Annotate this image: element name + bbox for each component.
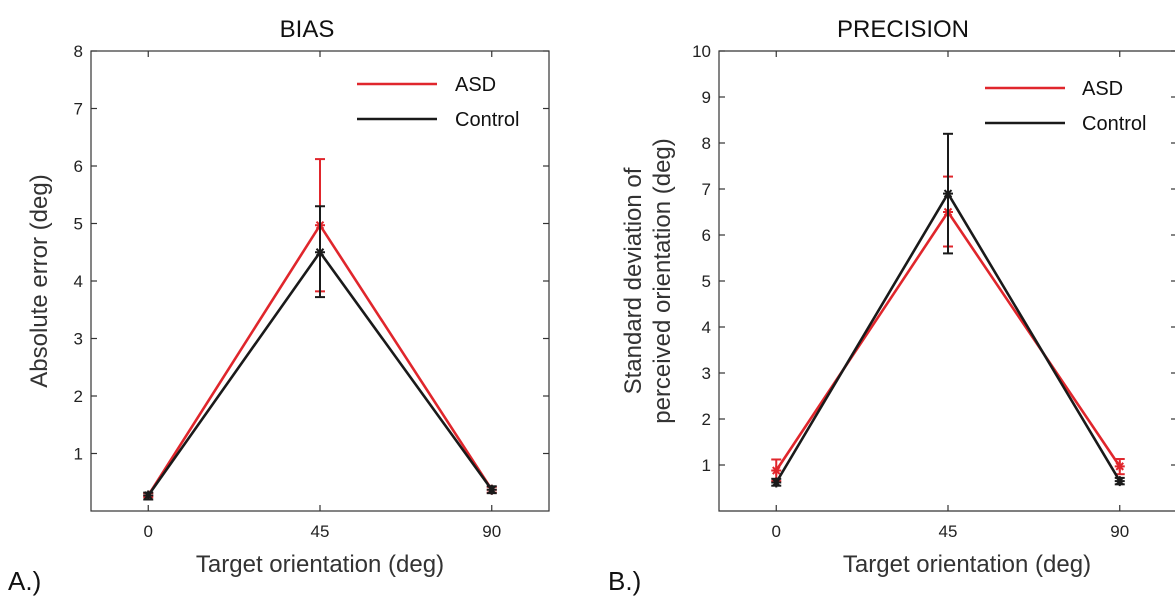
panel-b-series xyxy=(771,132,1125,488)
x-tick-label: 45 xyxy=(939,522,958,541)
x-tick-label: 45 xyxy=(311,522,330,541)
x-tick-label: 0 xyxy=(772,522,781,541)
y-tick-label: 2 xyxy=(702,410,711,429)
panel-a-y-ticks: 1 2 3 4 5 6 7 8 xyxy=(74,42,549,464)
x-tick-label: 0 xyxy=(144,522,153,541)
y-tick-label: 8 xyxy=(702,134,711,153)
data-point-control xyxy=(315,247,325,258)
data-point-control xyxy=(486,484,497,495)
y-tick-label: 10 xyxy=(692,42,711,61)
panel-b-y-axis-label-line2: perceived orientation (deg) xyxy=(649,138,676,424)
panel-a-title: BIAS xyxy=(280,16,335,43)
panel-a-series xyxy=(143,158,497,501)
marker-stroke xyxy=(144,491,153,500)
y-tick-label: 7 xyxy=(74,100,83,119)
panel-b-title: PRECISION xyxy=(837,16,969,43)
y-tick-label: 6 xyxy=(702,226,711,245)
data-point-asd xyxy=(771,465,782,476)
panel-a-label: A.) xyxy=(8,566,41,596)
y-tick-label: 5 xyxy=(74,215,83,234)
panel-a-y-axis-label: Absolute error (deg) xyxy=(26,174,53,387)
y-tick-label: 1 xyxy=(702,456,711,475)
y-tick-label: 1 xyxy=(74,445,83,464)
legend-label-asd: ASD xyxy=(1082,78,1123,100)
y-tick-label: 2 xyxy=(74,387,83,406)
panel-b-legend: ASD Control xyxy=(985,78,1146,135)
marker-stroke xyxy=(487,485,496,494)
marker-stroke xyxy=(772,466,781,475)
legend-label-asd: ASD xyxy=(455,74,496,96)
panel-a-x-ticks: 0 45 90 xyxy=(144,51,501,541)
panel-a-legend: ASD Control xyxy=(357,74,519,131)
data-point-control xyxy=(1114,476,1125,487)
x-tick-label: 90 xyxy=(1110,522,1129,541)
data-point-control xyxy=(771,477,782,488)
data-point-control xyxy=(143,490,154,501)
panel-b-label: B.) xyxy=(608,566,641,596)
x-tick-label: 90 xyxy=(482,522,501,541)
panel-b-y-axis-label-line1: Standard deviation of xyxy=(620,167,647,394)
data-point-control xyxy=(943,188,953,199)
marker-stroke xyxy=(772,478,781,487)
y-tick-label: 4 xyxy=(702,318,711,337)
panel-b-y-ticks: 1 2 3 4 5 6 7 8 9 10 xyxy=(692,42,1175,475)
y-tick-label: 9 xyxy=(702,88,711,107)
panel-b-x-ticks: 0 45 90 xyxy=(772,51,1129,541)
y-tick-label: 7 xyxy=(702,180,711,199)
marker-stroke xyxy=(315,248,325,257)
panel-a-x-axis-label: Target orientation (deg) xyxy=(196,551,444,578)
y-tick-label: 3 xyxy=(74,330,83,349)
legend-label-control: Control xyxy=(1082,113,1146,135)
marker-stroke xyxy=(1115,462,1124,471)
panel-b-x-axis-label: Target orientation (deg) xyxy=(843,551,1091,578)
marker-stroke xyxy=(943,189,953,198)
y-tick-label: 5 xyxy=(702,272,711,291)
y-tick-label: 6 xyxy=(74,157,83,176)
marker-stroke xyxy=(1115,476,1124,486)
y-tick-label: 8 xyxy=(74,42,83,61)
y-tick-label: 4 xyxy=(74,272,83,291)
y-tick-label: 3 xyxy=(702,364,711,383)
data-point-asd xyxy=(1114,461,1125,472)
legend-label-control: Control xyxy=(455,109,519,131)
